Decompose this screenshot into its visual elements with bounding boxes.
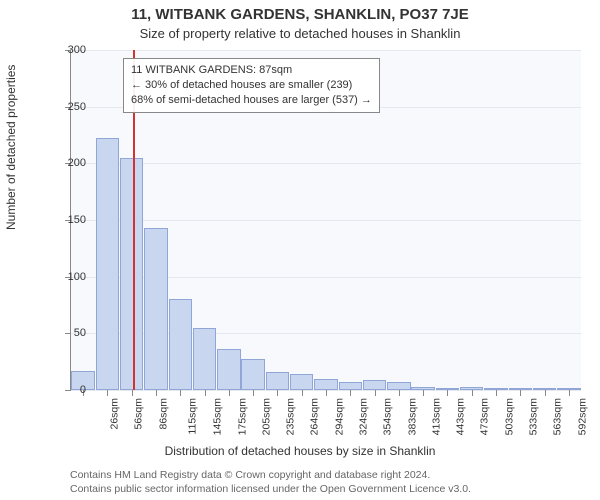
x-tick-label: 175sqm <box>236 398 248 435</box>
histogram-bar <box>241 359 264 390</box>
x-axis-label: Distribution of detached houses by size … <box>0 444 600 458</box>
attribution: Contains HM Land Registry data © Crown c… <box>70 468 590 496</box>
x-tick-label: 383sqm <box>406 398 418 435</box>
histogram-bar <box>193 328 216 390</box>
y-tick-label: 250 <box>46 101 86 113</box>
x-tick-label: 115sqm <box>187 398 199 435</box>
histogram-bar <box>266 372 289 390</box>
x-tick-label: 235sqm <box>285 398 297 435</box>
y-tick-label: 300 <box>46 44 86 56</box>
x-tick <box>302 390 303 396</box>
x-tick <box>132 390 133 396</box>
x-tick <box>326 390 327 396</box>
y-axis-label: Number of detached properties <box>4 65 18 230</box>
histogram-bar <box>217 349 240 390</box>
histogram-bar <box>144 228 167 390</box>
histogram-bar <box>339 382 362 390</box>
x-tick <box>277 390 278 396</box>
x-tick <box>156 390 157 396</box>
x-tick <box>545 390 546 396</box>
histogram-bar <box>290 374 313 390</box>
x-tick <box>180 390 181 396</box>
x-tick <box>520 390 521 396</box>
gridline <box>71 220 581 221</box>
plot-area: 11 WITBANK GARDENS: 87sqm← 30% of detach… <box>70 50 581 391</box>
annotation-box: 11 WITBANK GARDENS: 87sqm← 30% of detach… <box>123 58 380 113</box>
attribution-line: Contains public sector information licen… <box>70 482 590 496</box>
x-tick-label: 592sqm <box>576 398 588 435</box>
histogram-bar <box>387 382 410 390</box>
x-tick-label: 473sqm <box>479 398 491 435</box>
histogram-bar <box>96 138 119 390</box>
x-tick-label: 56sqm <box>133 398 145 430</box>
y-tick-label: 0 <box>46 384 86 396</box>
x-tick-label: 354sqm <box>382 398 394 435</box>
x-tick <box>399 390 400 396</box>
x-tick-label: 563sqm <box>552 398 564 435</box>
gridline <box>71 50 581 51</box>
x-tick-label: 26sqm <box>109 398 121 430</box>
chart-title: 11, WITBANK GARDENS, SHANKLIN, PO37 7JE <box>0 6 600 23</box>
gridline <box>71 163 581 164</box>
x-tick <box>205 390 206 396</box>
x-tick <box>569 390 570 396</box>
histogram-bar <box>169 299 192 390</box>
x-tick-label: 264sqm <box>309 398 321 435</box>
x-tick <box>107 390 108 396</box>
x-tick <box>472 390 473 396</box>
x-tick-label: 86sqm <box>157 398 169 430</box>
annotation-line: 68% of semi-detached houses are larger (… <box>131 93 372 108</box>
x-tick-label: 145sqm <box>212 398 224 435</box>
x-tick-label: 324sqm <box>357 398 369 435</box>
x-tick <box>253 390 254 396</box>
x-tick <box>496 390 497 396</box>
y-tick-label: 100 <box>46 271 86 283</box>
y-tick-label: 150 <box>46 214 86 226</box>
x-tick-label: 294sqm <box>333 398 345 435</box>
x-tick-label: 443sqm <box>455 398 467 435</box>
x-tick-label: 205sqm <box>260 398 272 435</box>
x-tick-label: 503sqm <box>503 398 515 435</box>
x-tick-label: 533sqm <box>527 398 539 435</box>
x-tick <box>423 390 424 396</box>
x-tick <box>350 390 351 396</box>
chart-subtitle: Size of property relative to detached ho… <box>0 26 600 41</box>
annotation-line: 11 WITBANK GARDENS: 87sqm <box>131 63 372 78</box>
y-tick-label: 200 <box>46 157 86 169</box>
x-tick <box>375 390 376 396</box>
annotation-line: ← 30% of detached houses are smaller (23… <box>131 78 372 93</box>
x-tick <box>447 390 448 396</box>
histogram-bar <box>363 380 386 390</box>
attribution-line: Contains HM Land Registry data © Crown c… <box>70 468 590 482</box>
y-tick-label: 50 <box>46 327 86 339</box>
x-tick-label: 413sqm <box>430 398 442 435</box>
x-tick <box>229 390 230 396</box>
histogram-bar <box>314 379 337 390</box>
